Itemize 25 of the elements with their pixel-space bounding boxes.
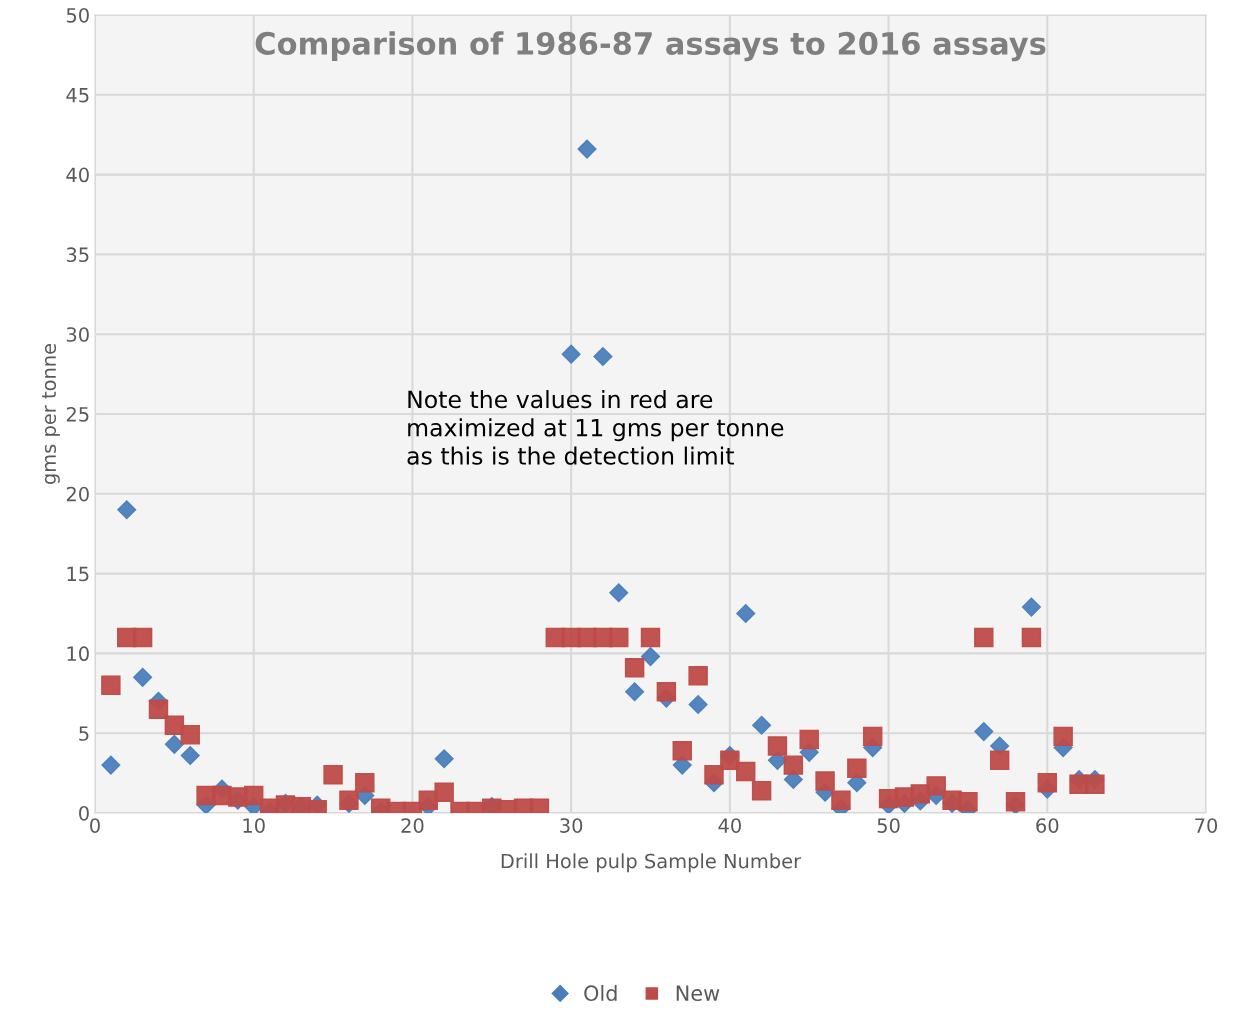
y-tick-label: 50 [66,7,89,23]
x-tick-label: 0 [90,818,100,833]
y-tick-label: 10 [67,646,89,662]
legend-label: New [676,985,720,1002]
x-tick-label: 70 [1195,818,1218,833]
x-tick-label: 50 [877,818,900,833]
y-tick-label: 25 [66,406,89,422]
x-tick-label: 20 [401,818,424,833]
x-axis-title: Drill Hole pulp Sample Number [501,853,802,873]
legend-label: Old [584,984,617,1002]
annotation: Note the values in red are maximized at 11 gms per tonne as this is the detection limit [407,390,784,465]
y-tick-label: 45 [66,88,89,103]
y-tick-label: 0 [79,805,89,821]
x-tick-label: 10 [243,818,265,833]
y-tick-label: 5 [79,726,89,741]
x-tick-label: 30 [560,818,583,833]
y-tick-label: 40 [66,167,89,183]
y-tick-label: 20 [66,486,89,502]
y-tick-label: 15 [67,566,89,582]
y-tick-label: 30 [66,327,89,342]
y-tick-label: 35 [66,247,89,263]
y-axis-title: gms per tonne [42,343,60,485]
text: Comparison of 1986-87 assays to 2016 assays [255,31,1046,62]
x-tick-label: 60 [1036,818,1059,833]
x-tick-label: 40 [718,818,741,833]
